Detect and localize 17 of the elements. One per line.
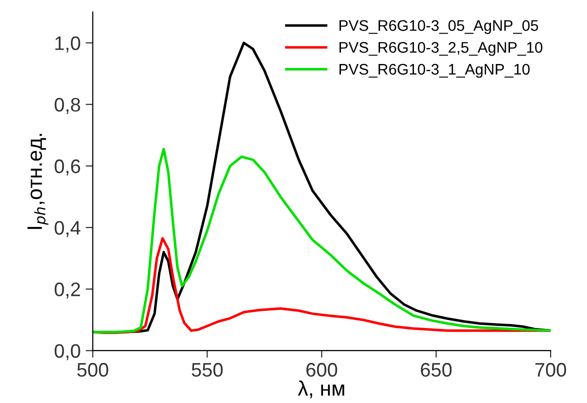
y-tick-label: 0,8 bbox=[54, 98, 80, 114]
y-tick-label: 0,0 bbox=[54, 344, 80, 360]
line-series bbox=[92, 148, 551, 334]
legend-label: PVS_R6G10-3_2,5_AgNP_10 bbox=[340, 42, 542, 56]
legend-label: PVS_R6G10-3_1_AgNP_10 bbox=[340, 64, 530, 78]
y-tick-label: 0,2 bbox=[54, 282, 80, 299]
legend-label: PVS_R6G10-3_05_AgNP_05 bbox=[340, 20, 538, 34]
x-axis-title: λ, нм bbox=[298, 380, 344, 398]
x-tick-label: 500 bbox=[77, 362, 108, 377]
x-tick-label: 550 bbox=[192, 362, 223, 377]
y-axis-title: I$_{ph}$,отн.ед. bbox=[28, 134, 48, 229]
y-tick-label: 1,0 bbox=[55, 36, 80, 52]
y-tick-label: 0,6 bbox=[54, 159, 80, 176]
x-tick-label: 650 bbox=[420, 362, 452, 377]
x-tick-label: 700 bbox=[535, 362, 566, 377]
x-tick-label: 600 bbox=[306, 362, 338, 377]
y-tick-label: 0,4 bbox=[54, 220, 80, 238]
